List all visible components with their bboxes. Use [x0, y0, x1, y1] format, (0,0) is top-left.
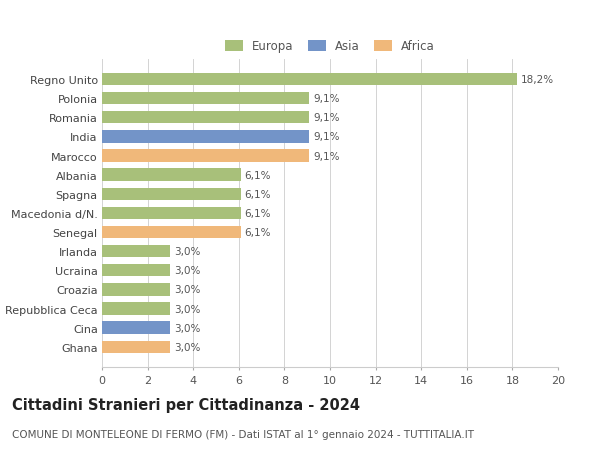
Bar [102, 284, 170, 296]
Text: 6,1%: 6,1% [245, 228, 271, 237]
Text: 6,1%: 6,1% [245, 208, 271, 218]
Bar [102, 112, 310, 124]
Bar [102, 226, 241, 239]
Bar [102, 302, 170, 315]
Bar [102, 169, 241, 181]
Text: 3,0%: 3,0% [174, 285, 200, 295]
Text: Cittadini Stranieri per Cittadinanza - 2024: Cittadini Stranieri per Cittadinanza - 2… [12, 397, 360, 412]
Text: 9,1%: 9,1% [313, 151, 340, 161]
Text: 6,1%: 6,1% [245, 190, 271, 199]
Text: COMUNE DI MONTELEONE DI FERMO (FM) - Dati ISTAT al 1° gennaio 2024 - TUTTITALIA.: COMUNE DI MONTELEONE DI FERMO (FM) - Dat… [12, 429, 474, 439]
Bar [102, 93, 310, 105]
Bar [102, 150, 310, 162]
Text: 9,1%: 9,1% [313, 132, 340, 142]
Bar [102, 322, 170, 334]
Text: 3,0%: 3,0% [174, 246, 200, 257]
Bar [102, 341, 170, 353]
Text: 3,0%: 3,0% [174, 342, 200, 352]
Legend: Europa, Asia, Africa: Europa, Asia, Africa [223, 38, 437, 56]
Bar [102, 73, 517, 86]
Text: 3,0%: 3,0% [174, 266, 200, 276]
Text: 3,0%: 3,0% [174, 304, 200, 314]
Bar [102, 131, 310, 143]
Bar [102, 207, 241, 220]
Bar [102, 188, 241, 201]
Text: 9,1%: 9,1% [313, 113, 340, 123]
Text: 3,0%: 3,0% [174, 323, 200, 333]
Bar [102, 264, 170, 277]
Text: 9,1%: 9,1% [313, 94, 340, 104]
Text: 18,2%: 18,2% [520, 75, 554, 85]
Text: 6,1%: 6,1% [245, 170, 271, 180]
Bar [102, 246, 170, 258]
